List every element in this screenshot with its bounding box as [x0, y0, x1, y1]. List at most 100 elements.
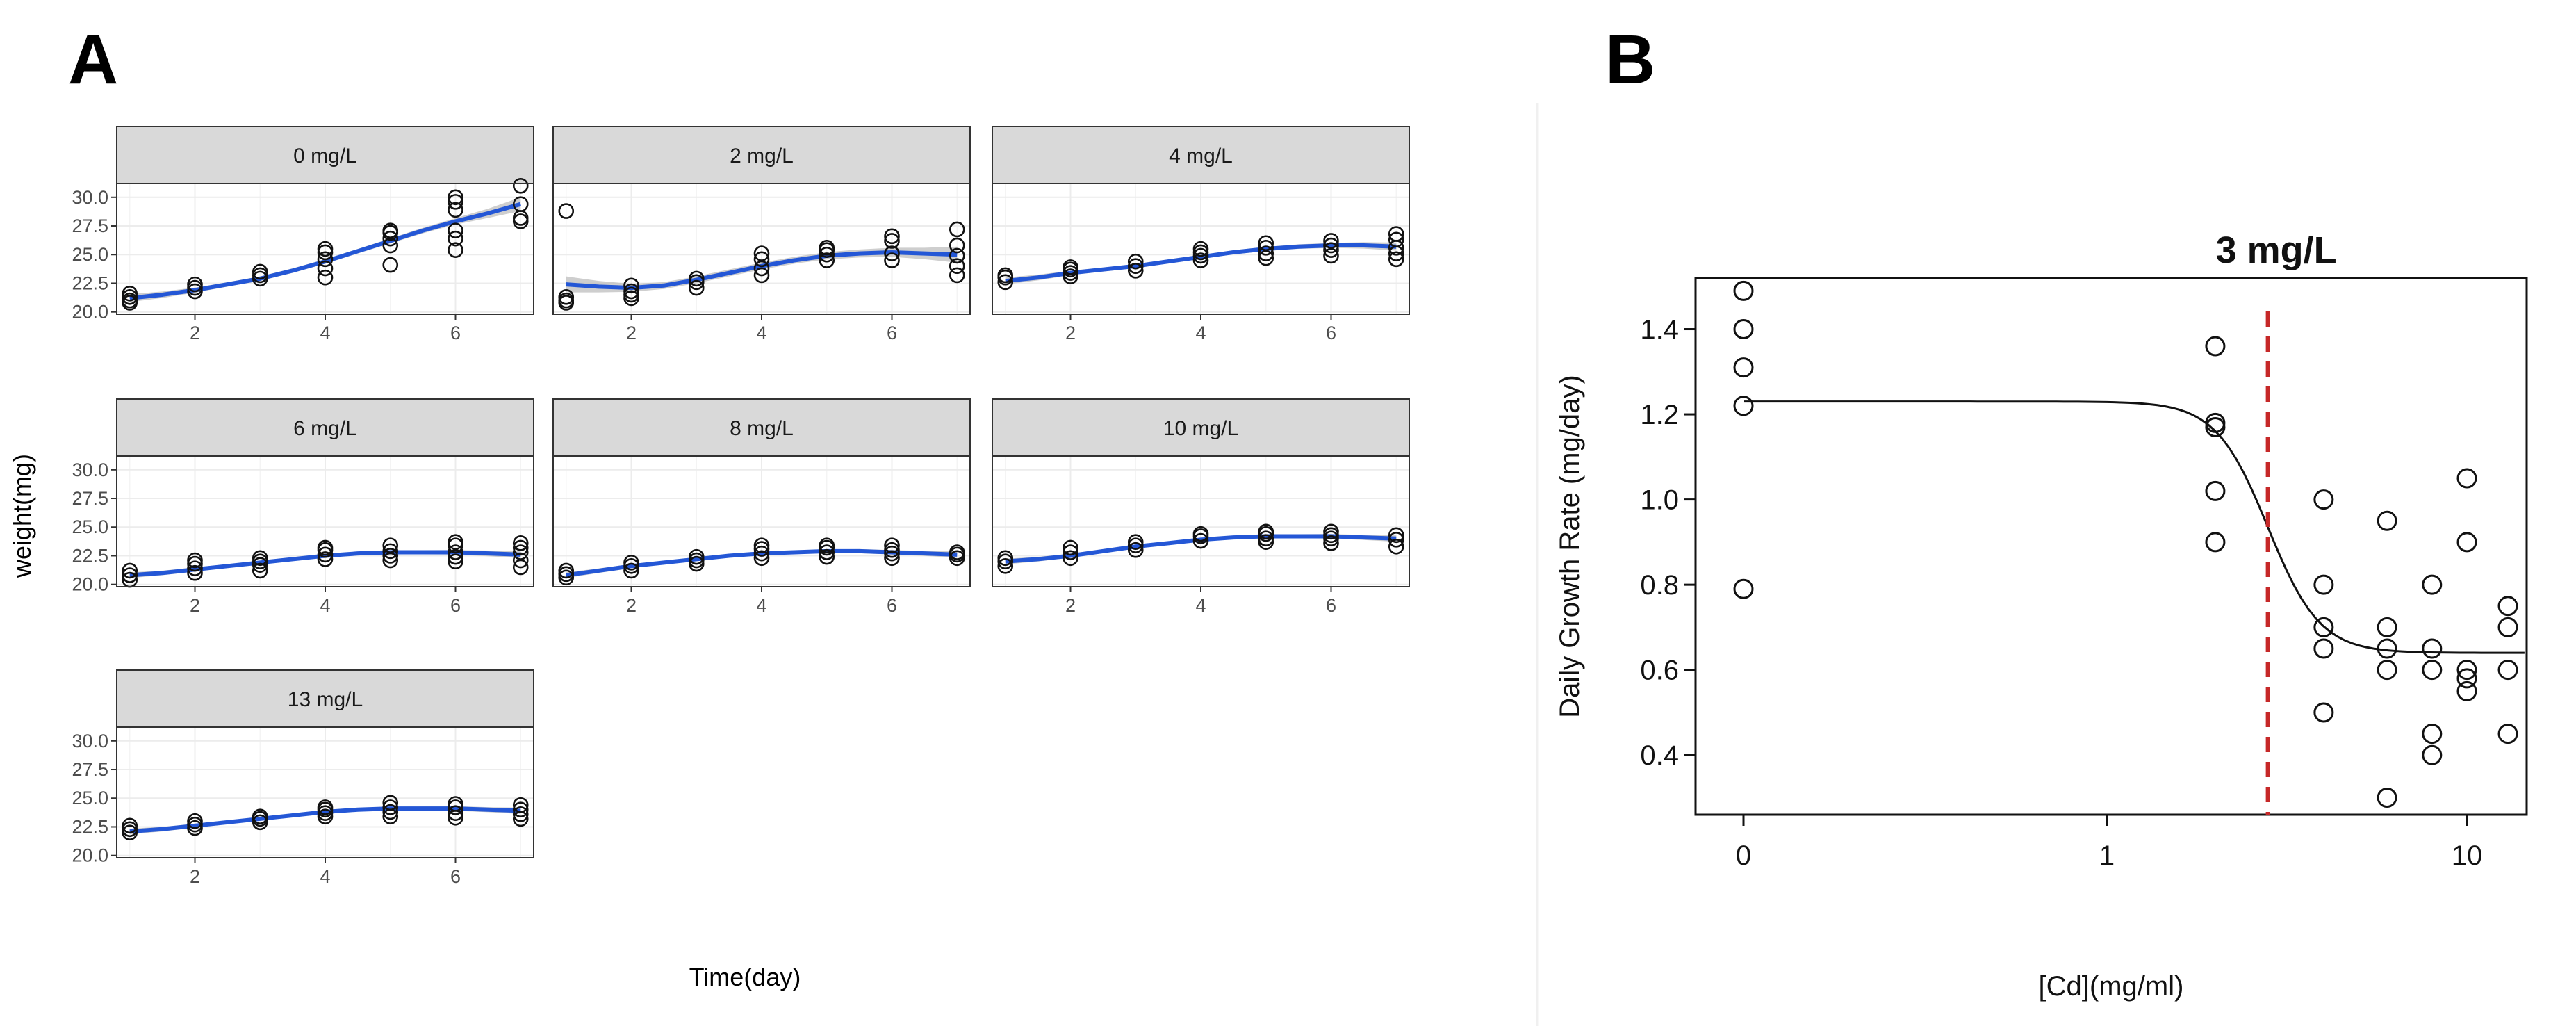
y-tick-label: 0.4	[1640, 740, 1679, 771]
data-point	[688, 270, 705, 287]
data-point	[1733, 280, 1754, 301]
data-point	[448, 548, 463, 565]
data-point	[2456, 660, 2477, 681]
data-point	[1063, 539, 1078, 556]
data-point	[512, 196, 529, 212]
facet-panel: 8 mg/L 2 4 6	[552, 398, 971, 616]
data-point	[382, 230, 399, 247]
data-point	[2377, 510, 2397, 531]
y-tick-label: 30.0	[72, 187, 108, 208]
x-tick-label: 6	[887, 595, 897, 616]
data-point	[1063, 544, 1078, 560]
y-tick-label: 1.2	[1640, 400, 1679, 430]
data-point	[1323, 242, 1339, 258]
data-point	[753, 260, 770, 277]
data-point	[317, 269, 334, 286]
data-point	[1733, 319, 1754, 340]
x-tick-label: 10	[2452, 840, 2483, 871]
data-point	[448, 230, 463, 247]
data-point	[252, 550, 268, 567]
data-point	[187, 560, 203, 576]
y-axis-title: weight(mg)	[8, 454, 36, 578]
data-point	[2422, 744, 2443, 765]
confidence-ribbon	[129, 197, 521, 302]
data-point	[558, 203, 575, 219]
data-point	[317, 251, 334, 268]
data-point	[997, 267, 1014, 284]
data-point	[753, 550, 770, 567]
x-tick-label: 4	[1195, 323, 1206, 343]
data-point	[884, 233, 900, 249]
smooth-fit-line	[1005, 243, 1397, 284]
data-point	[1323, 535, 1339, 551]
data-point	[448, 553, 463, 570]
data-point	[187, 552, 203, 569]
y-tick-label: 22.5	[72, 545, 108, 566]
x-tick-label: 4	[320, 323, 330, 343]
data-point	[252, 808, 268, 824]
data-point	[1388, 538, 1404, 555]
facet-strip-label: 6 mg/L	[293, 417, 357, 440]
facet-strip-label: 13 mg/L	[288, 688, 363, 711]
data-point	[949, 544, 965, 560]
x-tick-label: 4	[320, 595, 330, 616]
data-point	[512, 806, 529, 822]
smooth-fit-line	[129, 806, 521, 834]
y-tick-label: 25.0	[72, 788, 108, 808]
facet-strip-label: 4 mg/L	[1169, 145, 1233, 168]
facet-panel: 10 mg/L 2 4 6	[992, 398, 1410, 616]
data-point	[1063, 550, 1078, 567]
confidence-ribbon	[566, 246, 958, 293]
data-point	[2205, 336, 2226, 357]
data-point	[2377, 617, 2397, 637]
x-tick-label: 6	[1326, 323, 1336, 343]
data-point	[382, 222, 399, 238]
data-point	[2205, 532, 2226, 553]
data-point	[2497, 660, 2518, 681]
data-point	[1258, 523, 1274, 540]
x-tick-label: 2	[190, 323, 200, 343]
data-point	[1127, 542, 1144, 558]
data-point	[1388, 527, 1404, 544]
data-point	[1388, 226, 1404, 242]
data-point	[512, 797, 529, 813]
data-point	[997, 550, 1014, 567]
data-point	[1192, 532, 1209, 549]
y-tick-label: 1.0	[1640, 485, 1679, 516]
data-point	[1733, 357, 1754, 378]
facet-panel: 2 mg/L 2 4 6	[552, 126, 971, 343]
panel-b-letter: B	[1605, 21, 1655, 99]
data-point	[949, 267, 965, 284]
data-point	[884, 542, 900, 558]
x-tick-label: 2	[190, 866, 200, 887]
x-tick-label: 6	[1326, 595, 1336, 616]
y-tick-label: 25.0	[72, 516, 108, 537]
data-point	[512, 552, 529, 569]
data-point	[382, 537, 399, 553]
y-tick-label: 20.0	[72, 302, 108, 323]
data-point	[2456, 468, 2477, 489]
data-point	[1127, 534, 1144, 550]
y-axis-title: Daily Growth Rate (mg/day)	[1554, 375, 1585, 717]
y-tick-label: 22.5	[72, 272, 108, 293]
y-tick-label: 25.0	[72, 244, 108, 265]
data-point	[623, 555, 639, 571]
data-point	[512, 177, 529, 194]
y-tick-label: 27.5	[72, 488, 108, 509]
data-point	[819, 240, 835, 256]
x-tick-label: 4	[756, 595, 766, 616]
data-point	[382, 237, 399, 254]
data-point	[1063, 259, 1078, 275]
data-point	[448, 202, 463, 218]
data-point	[819, 544, 835, 560]
x-tick-label: 4	[320, 866, 330, 887]
data-point	[512, 544, 529, 560]
data-point	[1733, 396, 1754, 416]
data-point	[187, 564, 203, 581]
facet-strip-label: 10 mg/L	[1163, 417, 1238, 440]
data-point	[623, 283, 639, 300]
y-tick-label: 0.8	[1640, 570, 1679, 601]
facet-strip-label: 0 mg/L	[293, 145, 357, 168]
data-point	[448, 194, 463, 210]
